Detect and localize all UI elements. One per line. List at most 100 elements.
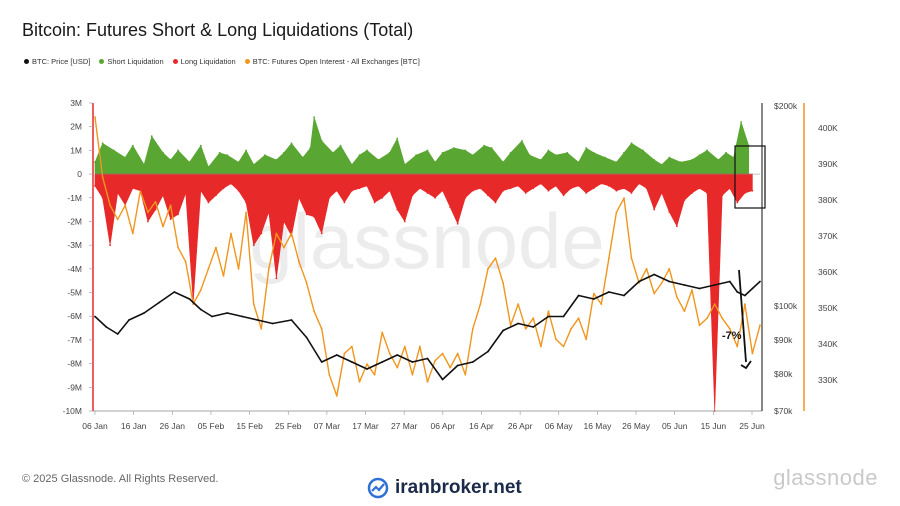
legend-item-oi[interactable]: BTC: Futures Open Interest - All Exchang… [244,57,420,66]
price-line-point [105,326,108,328]
open-interest-line-point [335,395,338,397]
x-tick-label: 15 Jun [701,421,727,431]
short-liquidation-area-point [441,151,444,154]
short-liquidation-area-point [528,154,531,157]
legend-label-price: BTC: Price [USD] [32,57,91,66]
legend-label-short: Short Liquidation [107,57,164,66]
open-interest-line-point [608,257,610,260]
iranbroker-text: iranbroker.net [395,477,522,498]
open-interest-line-point [207,267,210,270]
price-line-point [456,364,459,367]
price-tick-label: $200k [774,101,798,111]
short-liquidation-area-point [218,151,221,154]
price-line-point [256,319,259,321]
short-liquidation-area-point [509,151,512,154]
long-liquidation-area-point [154,208,157,211]
open-interest-line-point [676,296,678,298]
long-liquidation-area-point [328,196,331,199]
short-liquidation-area-point [396,137,399,140]
short-liquidation-area-point [630,142,633,145]
long-liquidation-area-point [456,222,459,225]
price-line-point [396,354,399,356]
open-interest-line-point [320,327,323,330]
oi-tick-label: 380K [818,195,838,205]
long-liquidation-area-point [630,192,633,194]
price-line-point [487,350,489,353]
long-liquidation-area-point [358,187,361,190]
short-liquidation-area-point [162,151,164,154]
short-liquidation-area-point [717,159,720,161]
short-liquidation-area-point [245,149,248,152]
short-liquidation-area-point [252,163,255,166]
long-liquidation-area-point [411,194,414,197]
open-interest-line-point [169,204,172,207]
long-liquidation-area-point [494,201,497,204]
price-line-point [320,361,323,363]
price-line-point [226,312,229,314]
open-interest-line-point [464,373,467,376]
oi-tick-label: 360K [818,267,838,277]
x-tick-label: 27 Mar [391,421,418,431]
short-liquidation-area-point [566,151,569,154]
long-liquidation-area-point [509,187,512,190]
legend-item-long[interactable]: Long Liquidation [172,57,236,66]
short-liquidation-area-point [101,142,104,145]
open-interest-line-point [471,327,474,330]
oi-tick-label: 400K [818,123,838,133]
long-liquidation-area-point [691,192,693,194]
legend-item-price[interactable]: BTC: Price [USD] [24,57,90,66]
legend-label-long: Long Liquidation [180,57,236,66]
short-liquidation-area-point [691,159,693,161]
x-tick-label: 16 May [583,421,612,431]
long-liquidation-area-point [744,192,746,194]
price-line-point [411,361,414,363]
long-liquidation-area-point [471,189,474,192]
short-liquidation-area-point [264,154,266,157]
short-liquidation-area-point [301,156,304,159]
short-liquidation-area-point [660,163,663,166]
x-tick-label: 25 Jun [739,421,765,431]
long-liquidation-area-point [381,196,384,199]
long-liquidation-area-point [215,194,217,197]
long-liquidation-area-point [683,199,686,202]
x-tick-label: 15 Feb [236,421,263,431]
long-liquidation-area-point [487,194,489,197]
long-liquidation-area-point [320,232,323,235]
long-liquidation-area-point [479,187,482,190]
legend-item-short[interactable]: Short Liquidation [99,57,164,66]
long-liquidation-area-point [434,196,436,199]
short-liquidation-area-point [309,147,312,149]
x-tick-label: 07 Mar [314,421,341,431]
open-interest-line-point [668,267,671,270]
oi-tick-label: 330K [818,375,838,385]
price-line-point [759,280,761,283]
oi-tick-label: 390K [818,159,838,169]
open-interest-line-point [343,352,346,355]
annotation-label: -7% [722,330,742,342]
x-tick-label: 26 Apr [508,421,533,431]
open-interest-line-point [479,303,482,305]
price-line-point [290,319,293,321]
long-liquidation-area-point [237,189,240,192]
price-line-point [116,333,119,335]
price-line-point [577,294,580,297]
price-line-point [351,361,353,363]
copyright: © 2025 Glassnode. All Rights Reserved. [22,473,219,485]
short-liquidation-area-point [732,156,735,159]
price-line-point [698,287,701,290]
long-liquidation-area-point [653,208,656,211]
open-interest-line-point [419,345,421,348]
price-line-point [592,298,595,300]
open-interest-line-point [653,292,656,295]
long-liquidation-area-point [366,185,368,187]
short-liquidation-area-point [188,161,191,164]
short-liquidation-area-point [275,159,278,161]
short-liquidation-area-point [150,135,153,138]
open-interest-line-point [706,317,708,320]
short-liquidation-area-point [351,163,353,166]
y-tick-label: -8M [67,359,82,369]
long-liquidation-area-point [608,185,610,187]
open-interest-line-point [736,345,739,348]
short-liquidation-area-point [502,161,504,164]
